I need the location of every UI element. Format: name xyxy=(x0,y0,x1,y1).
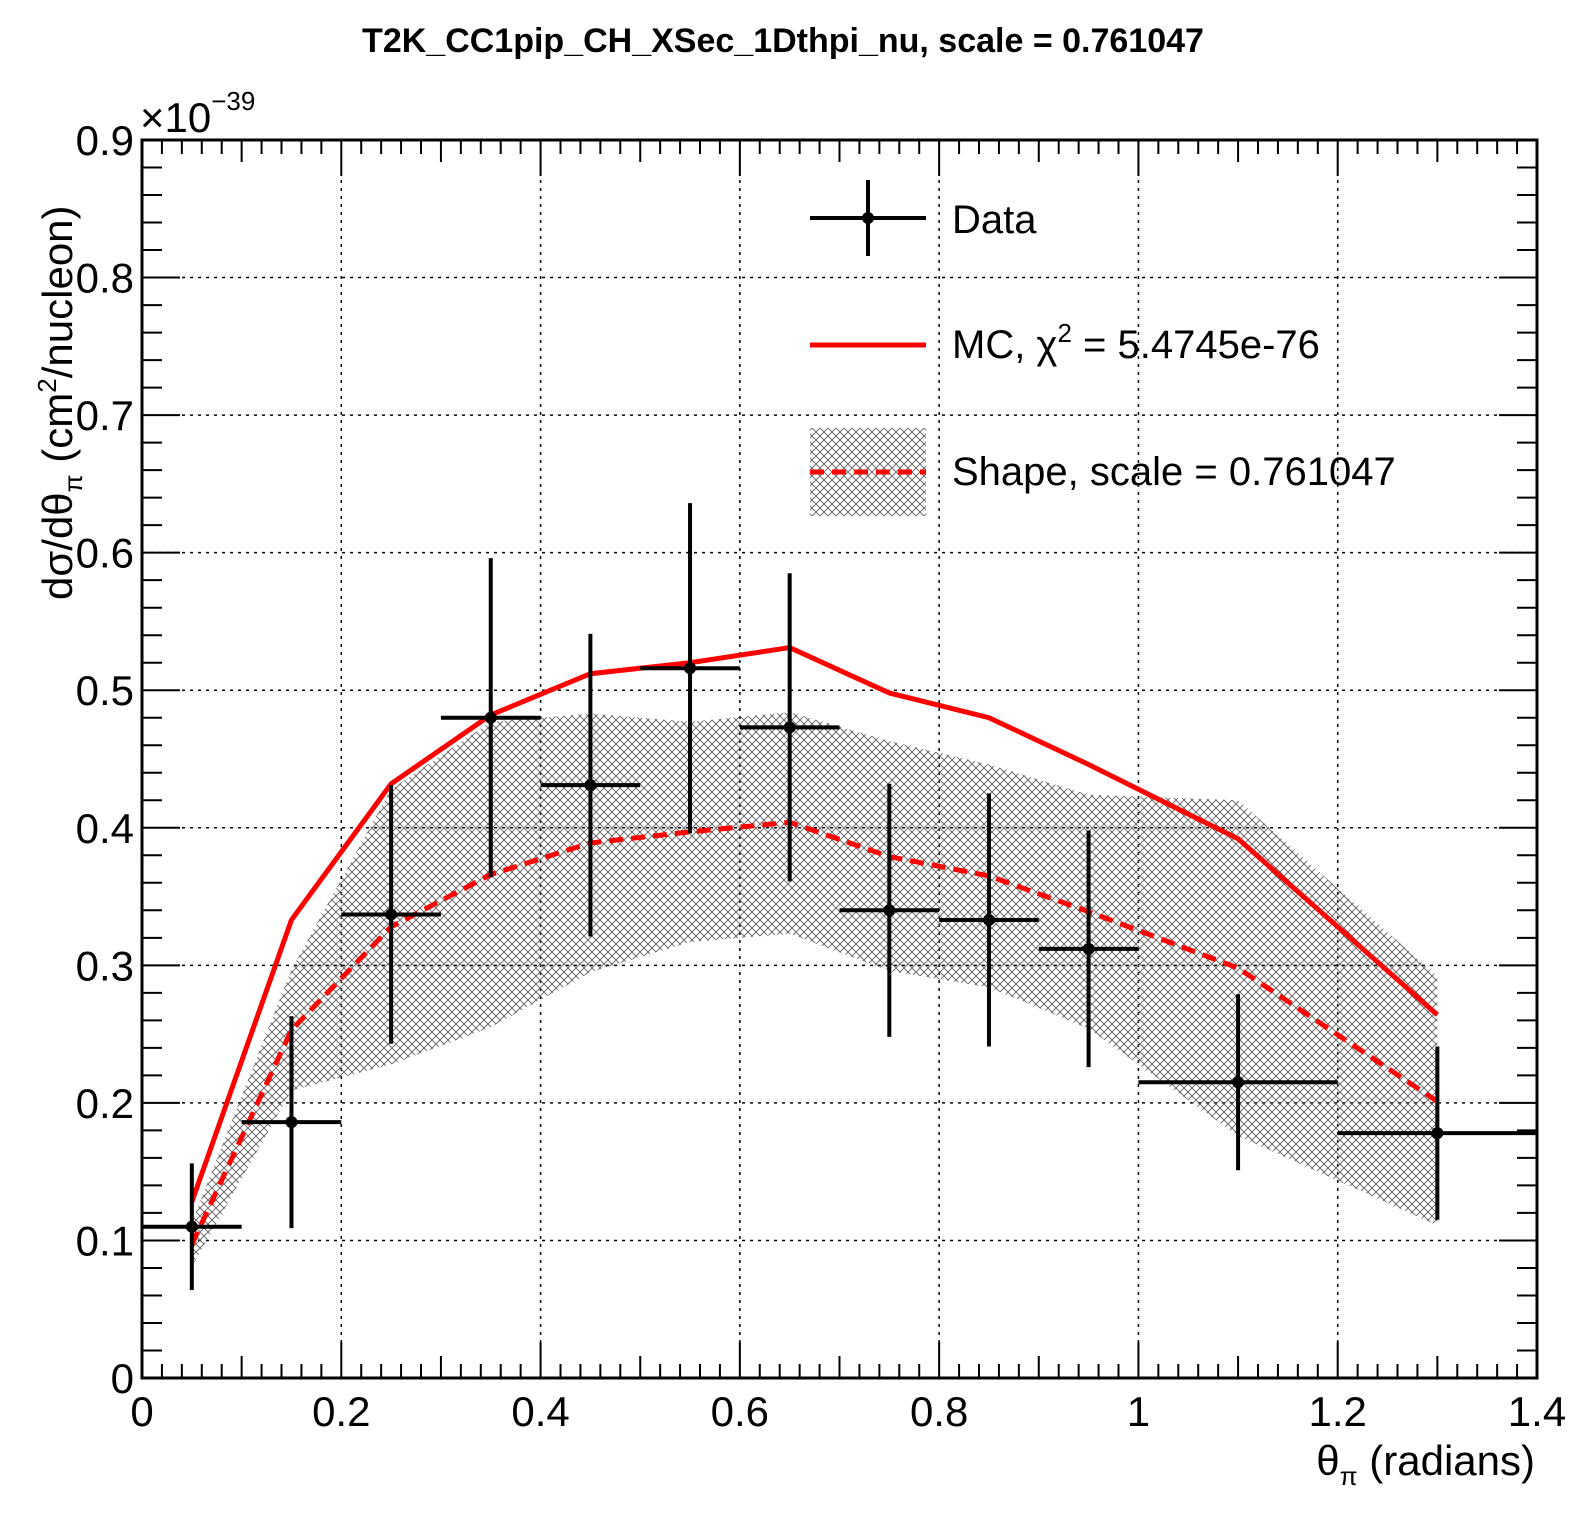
x-tick-label: 0.2 xyxy=(312,1388,370,1435)
x-tick-labels: 0 0.2 0.4 0.6 0.8 1 1.2 1.4 xyxy=(130,1388,1566,1435)
x-tick-label: 0 xyxy=(130,1388,153,1435)
y-tick-label: 0.6 xyxy=(76,530,134,577)
data-marker xyxy=(1082,942,1095,955)
data-marker xyxy=(385,908,398,921)
data-point xyxy=(341,785,441,1044)
chart-title: T2K_CC1pip_CH_XSec_1Dthpi_nu, scale = 0.… xyxy=(362,22,1204,60)
legend-shape-label: Shape, scale = 0.761047 xyxy=(952,450,1396,494)
legend-data-label: Data xyxy=(952,198,1037,242)
y-tick-label: 0.8 xyxy=(76,255,134,302)
data-point xyxy=(739,573,840,882)
x-tick-label: 0.8 xyxy=(910,1388,968,1435)
y-tick-label: 0.9 xyxy=(76,117,134,164)
data-series xyxy=(142,503,1537,1290)
mc-curve xyxy=(189,644,1440,1203)
legend: Data MC, χ2 = 5.4745e-76 Shape, scale = … xyxy=(810,180,1396,516)
shape-line xyxy=(189,819,1439,1246)
y-tick-label: 0.2 xyxy=(76,1080,134,1127)
data-point xyxy=(1138,994,1338,1171)
x-tick-label: 1 xyxy=(1127,1388,1150,1435)
shape-band xyxy=(191,712,1438,1267)
data-point xyxy=(142,1163,242,1290)
y-tick-labels: 0 0.1 0.2 0.3 0.4 0.5 0.6 0.7 0.8 0.9 xyxy=(76,117,134,1402)
data-point xyxy=(839,783,940,1037)
x-tick-label: 0.6 xyxy=(711,1388,769,1435)
x-tick-label: 1.2 xyxy=(1309,1388,1367,1435)
data-point xyxy=(241,1016,342,1229)
data-marker xyxy=(1232,1076,1245,1089)
legend-shape-marker xyxy=(810,428,926,516)
data-point xyxy=(1038,830,1139,1068)
y-tick-label: 0 xyxy=(111,1355,134,1402)
data-marker xyxy=(883,904,896,917)
x-tick-label: 1.4 xyxy=(1508,1388,1566,1435)
data-point xyxy=(939,793,1039,1047)
y-tick-label: 0.7 xyxy=(76,392,134,439)
y-axis-label: dσ/dθπ (cm2/nucleon) xyxy=(32,205,88,600)
y-tick-label: 0.4 xyxy=(76,805,134,852)
data-marker xyxy=(185,1220,198,1233)
data-marker xyxy=(783,721,796,734)
y-tick-label: 0.1 xyxy=(76,1217,134,1264)
data-marker xyxy=(285,1116,298,1129)
y-tick-label: 0.5 xyxy=(76,667,134,714)
mc-line xyxy=(189,644,1440,1203)
data-point xyxy=(640,503,740,834)
shape-uncertainty-band xyxy=(191,712,1438,1267)
data-marker xyxy=(982,913,995,926)
data-marker xyxy=(584,779,597,792)
data-point xyxy=(440,558,541,878)
data-marker xyxy=(484,711,497,724)
x-axis-label: θπ (radians) xyxy=(1316,1437,1535,1491)
shape-curve xyxy=(189,819,1439,1246)
ticks xyxy=(141,139,1538,1379)
data-point xyxy=(540,633,641,937)
x-tick-label: 0.4 xyxy=(511,1388,569,1435)
y-tick-label: 0.3 xyxy=(76,942,134,989)
legend-mc-label: MC, χ2 = 5.4745e-76 xyxy=(952,318,1320,367)
y-exponent: ×10−39 xyxy=(140,86,255,141)
data-marker xyxy=(684,662,697,675)
data-point xyxy=(1337,1046,1537,1220)
legend-data-marker xyxy=(810,180,926,256)
data-marker xyxy=(1431,1127,1444,1140)
